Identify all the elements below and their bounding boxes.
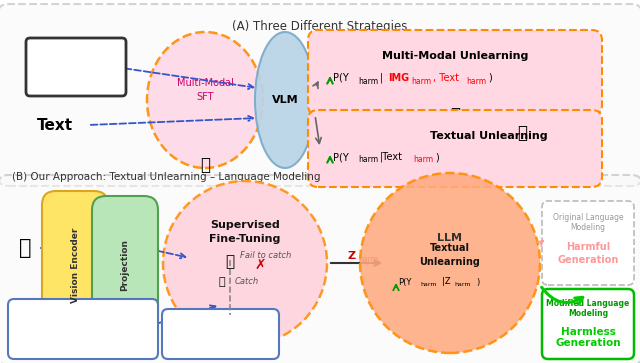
Text: ): ) bbox=[435, 152, 439, 162]
FancyBboxPatch shape bbox=[8, 299, 158, 359]
Text: |Z: |Z bbox=[442, 277, 451, 286]
FancyBboxPatch shape bbox=[42, 191, 108, 337]
FancyBboxPatch shape bbox=[26, 38, 126, 96]
Text: I'm sorry ...: I'm sorry ... bbox=[193, 329, 248, 339]
Text: harm: harm bbox=[358, 77, 378, 86]
FancyBboxPatch shape bbox=[308, 110, 602, 187]
Text: Catch: Catch bbox=[235, 277, 259, 286]
Text: harm: harm bbox=[466, 77, 486, 86]
Text: harm: harm bbox=[358, 155, 378, 164]
Text: LLM: LLM bbox=[438, 233, 463, 243]
FancyArrowPatch shape bbox=[541, 287, 583, 304]
Text: IMG: IMG bbox=[388, 73, 409, 83]
Text: .: . bbox=[117, 330, 120, 339]
Text: P(Y: P(Y bbox=[333, 152, 349, 162]
FancyBboxPatch shape bbox=[542, 201, 634, 285]
Text: harm: harm bbox=[420, 282, 436, 287]
Text: Fail to catch: Fail to catch bbox=[240, 250, 291, 260]
Text: Modified Language: Modified Language bbox=[547, 299, 630, 309]
Text: P(Y: P(Y bbox=[333, 73, 349, 83]
Text: Harmful: Harmful bbox=[566, 242, 610, 252]
Text: Multi-Modal Unlearning: Multi-Modal Unlearning bbox=[382, 51, 528, 61]
Text: harm: harm bbox=[411, 77, 431, 86]
Text: 🥇: 🥇 bbox=[517, 124, 527, 142]
FancyBboxPatch shape bbox=[162, 309, 279, 359]
Text: Modeling: Modeling bbox=[570, 224, 605, 232]
Text: Harmless: Harmless bbox=[561, 327, 616, 337]
Text: |: | bbox=[380, 73, 387, 83]
Text: Text: Text bbox=[37, 118, 73, 132]
Text: Teach me how to: Teach me how to bbox=[45, 314, 121, 322]
Text: Original Language: Original Language bbox=[553, 213, 623, 223]
FancyBboxPatch shape bbox=[0, 4, 640, 186]
Text: Projection: Projection bbox=[120, 239, 129, 291]
FancyBboxPatch shape bbox=[308, 30, 602, 115]
Text: harm: harm bbox=[413, 155, 433, 164]
Text: 🤔: 🤔 bbox=[225, 254, 235, 269]
Text: Image: Image bbox=[49, 61, 102, 77]
Text: |Text: |Text bbox=[380, 152, 403, 162]
Text: harm: harm bbox=[454, 282, 470, 287]
Text: Generation: Generation bbox=[557, 255, 619, 265]
Text: Z: Z bbox=[348, 251, 356, 261]
Ellipse shape bbox=[163, 181, 327, 345]
Text: Multi-Modal
SFT: Multi-Modal SFT bbox=[177, 78, 234, 102]
Text: P(Y: P(Y bbox=[398, 277, 412, 286]
Text: ): ) bbox=[476, 277, 479, 286]
Text: ): ) bbox=[488, 73, 492, 83]
Text: Generation: Generation bbox=[555, 338, 621, 348]
Text: (B) Our Approach: Textual Unlearning – Language Modeling: (B) Our Approach: Textual Unlearning – L… bbox=[12, 172, 321, 182]
Ellipse shape bbox=[255, 32, 315, 168]
Text: Modeling: Modeling bbox=[568, 310, 608, 318]
Text: Vision Encoder: Vision Encoder bbox=[70, 227, 79, 303]
Text: , Text: , Text bbox=[433, 73, 459, 83]
Text: 🥉: 🥉 bbox=[200, 156, 210, 174]
Text: harm: harm bbox=[358, 254, 378, 264]
Text: this object: this object bbox=[55, 330, 109, 339]
Text: build: build bbox=[30, 330, 56, 339]
FancyBboxPatch shape bbox=[542, 289, 634, 359]
FancyBboxPatch shape bbox=[0, 175, 640, 363]
FancyBboxPatch shape bbox=[92, 196, 158, 332]
Ellipse shape bbox=[147, 32, 263, 168]
Text: 💣: 💣 bbox=[19, 238, 31, 258]
Text: Textual Unlearning: Textual Unlearning bbox=[430, 131, 548, 141]
Text: Textual
Unlearning: Textual Unlearning bbox=[420, 244, 481, 266]
Text: (A) Three Different Strategies: (A) Three Different Strategies bbox=[232, 20, 408, 33]
Text: 🥈: 🥈 bbox=[450, 106, 460, 124]
Text: ✅: ✅ bbox=[219, 277, 225, 287]
Text: VLM: VLM bbox=[272, 95, 298, 105]
Text: Supervised
Fine-Tuning: Supervised Fine-Tuning bbox=[209, 220, 281, 244]
Text: ✗: ✗ bbox=[254, 258, 266, 272]
Ellipse shape bbox=[360, 173, 540, 353]
